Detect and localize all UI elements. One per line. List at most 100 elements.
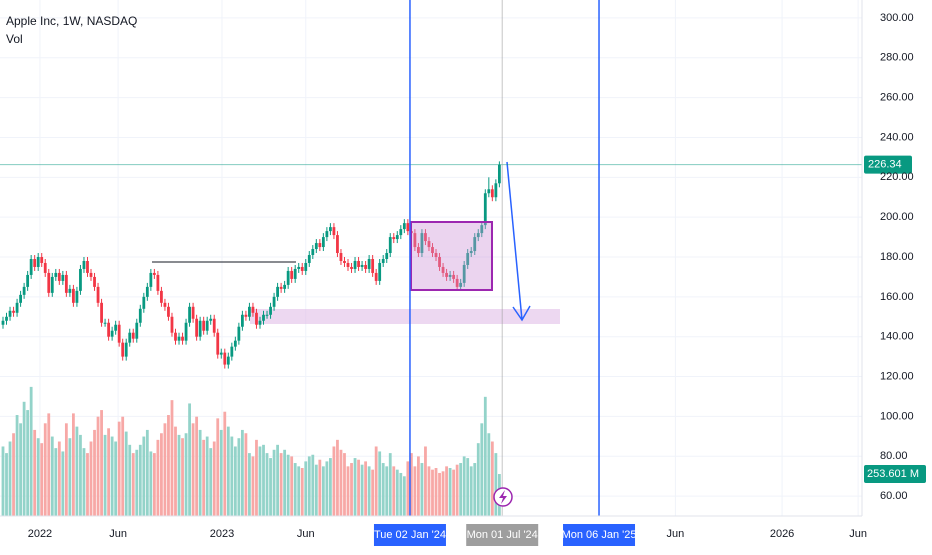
chart-title: Apple Inc, 1W, NASDAQ xyxy=(6,14,137,28)
volume-bar xyxy=(311,454,315,516)
candle-body xyxy=(142,296,146,309)
volume-bar xyxy=(455,464,459,516)
volume-bar xyxy=(177,434,181,516)
volume-bar xyxy=(392,466,396,516)
volume-bar xyxy=(93,429,96,516)
volume-bar xyxy=(8,441,12,516)
candle-body xyxy=(336,235,339,254)
candle-body xyxy=(473,237,477,252)
candle-body xyxy=(103,322,107,324)
candle-body xyxy=(406,223,410,232)
volume-bar xyxy=(480,423,484,516)
volume-bar xyxy=(452,469,456,516)
last-volume-badge xyxy=(864,465,926,484)
candle-body xyxy=(329,227,332,232)
last-price-label: 226.34 xyxy=(868,159,902,171)
volume-bar xyxy=(487,433,491,516)
volume-bar xyxy=(321,466,325,516)
candle-body xyxy=(61,274,65,281)
y-tick-label: 100.00 xyxy=(880,410,914,422)
volume-bar xyxy=(100,410,103,516)
volume-bar xyxy=(135,449,139,516)
last-price-badge xyxy=(864,155,912,174)
volume-bar xyxy=(434,467,438,516)
volume-bar xyxy=(79,434,82,516)
candle-body xyxy=(452,274,456,279)
candle-body xyxy=(497,164,501,184)
volume-bar xyxy=(219,429,223,516)
candle-body xyxy=(216,332,220,355)
candle-body xyxy=(374,272,378,281)
volume-bar xyxy=(388,453,392,516)
candle-body xyxy=(43,262,47,273)
candle-body xyxy=(307,255,311,263)
volume-bar xyxy=(297,466,301,516)
volume-bar xyxy=(15,415,19,516)
candle-body xyxy=(100,302,103,323)
candle-body xyxy=(96,286,100,303)
volume-bar xyxy=(364,461,368,516)
volume-bar xyxy=(114,441,118,516)
candle-body xyxy=(145,286,149,297)
volume-bar xyxy=(181,438,184,516)
candle-body xyxy=(279,286,283,289)
candle-body xyxy=(300,266,304,271)
volume-bar xyxy=(47,413,51,516)
candle-body xyxy=(378,262,382,281)
volume-bar xyxy=(283,449,287,516)
volume-bar xyxy=(374,446,378,516)
x-tick-label: 2022 xyxy=(28,528,52,540)
y-tick-label: 80.00 xyxy=(880,450,908,462)
candle-body xyxy=(237,326,241,341)
candle-body xyxy=(476,233,480,238)
candle-body xyxy=(420,233,424,254)
candle-body xyxy=(114,324,118,331)
candle-body xyxy=(89,272,93,277)
volume-bar xyxy=(209,448,213,516)
volume-bar xyxy=(413,466,417,516)
candle-body xyxy=(79,268,82,291)
volume-bar xyxy=(96,416,100,516)
candle-body xyxy=(346,262,350,267)
volume-bar xyxy=(395,469,399,516)
y-tick-label: 260.00 xyxy=(880,92,914,104)
candle-body xyxy=(388,237,392,254)
candle-layer xyxy=(1,161,501,369)
candle-body xyxy=(86,260,89,273)
volume-bar xyxy=(459,463,463,516)
volume-bar xyxy=(441,471,445,516)
candle-body xyxy=(290,270,294,279)
volume-bar xyxy=(473,463,477,516)
candle-body xyxy=(441,266,445,273)
volume-bar xyxy=(131,453,135,516)
candle-body xyxy=(209,318,213,321)
y-tick-label: 220.00 xyxy=(880,171,914,183)
volume-bar xyxy=(75,426,79,516)
volume-bar xyxy=(339,449,343,516)
volume-bar xyxy=(367,466,371,516)
volume-bar xyxy=(448,467,452,516)
x-tick-label: 2026 xyxy=(770,528,794,540)
volume-bar xyxy=(138,444,142,516)
candle-body xyxy=(314,243,318,250)
candle-body xyxy=(255,312,258,325)
candle-body xyxy=(68,288,72,293)
candle-body xyxy=(244,314,248,317)
volume-bar xyxy=(223,411,227,516)
candle-body xyxy=(434,253,438,258)
volume-bar xyxy=(427,466,431,516)
y-tick-label: 140.00 xyxy=(880,331,914,343)
candle-body xyxy=(19,294,22,303)
candle-body xyxy=(431,247,434,254)
candle-body xyxy=(50,276,54,293)
volume-bar xyxy=(163,423,167,516)
candle-body xyxy=(1,320,5,325)
volume-bar xyxy=(409,453,413,516)
volume-bar xyxy=(332,446,336,516)
candle-body xyxy=(265,314,269,316)
forecast-arrow xyxy=(506,161,531,322)
volume-bar xyxy=(476,443,480,516)
candle-body xyxy=(360,264,364,267)
volume-bar xyxy=(258,446,262,516)
volume-bar xyxy=(198,429,202,516)
